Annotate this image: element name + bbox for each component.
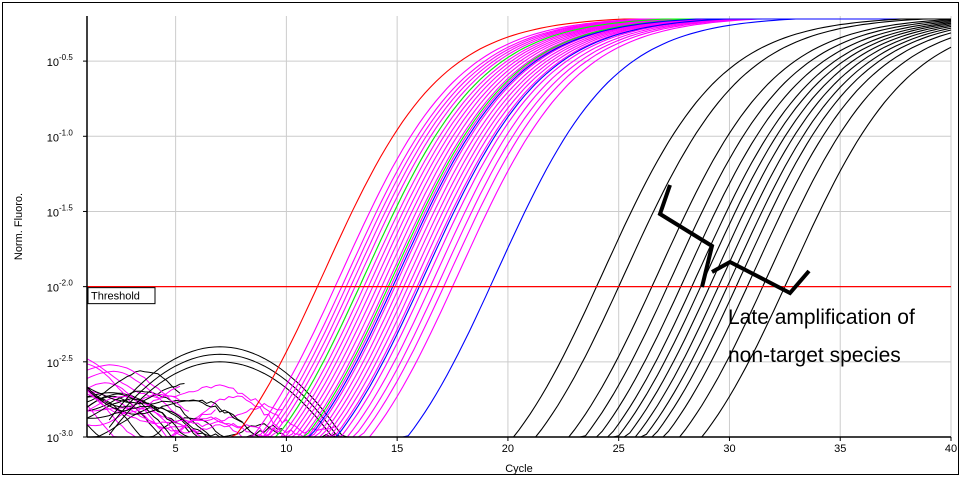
x-tick-label-15: 15 <box>391 443 403 455</box>
x-tick-label-5: 5 <box>173 443 179 455</box>
y-tick-label--2.0: 10 <box>47 283 59 295</box>
noise-line-17 <box>86 386 243 423</box>
curve-black-34 <box>87 20 952 438</box>
y-axis-title: Norm. Fluoro. <box>13 193 25 260</box>
curve-black-40 <box>87 29 952 438</box>
y-tick-exp--0.5: -0.5 <box>59 53 73 62</box>
noise-line-24 <box>86 385 181 414</box>
x-tick-label-20: 20 <box>502 443 514 455</box>
y-tick-label--1.0: 10 <box>47 132 59 144</box>
noise-line-13 <box>86 393 176 438</box>
x-tick-label-25: 25 <box>613 443 625 455</box>
curve-magenta-6 <box>87 18 951 438</box>
curve-magenta-15 <box>87 18 951 438</box>
curve-magenta-5 <box>87 18 951 438</box>
curve-black-31 <box>87 18 951 438</box>
curve-magenta-12 <box>87 18 951 438</box>
curve-magenta-17 <box>87 18 951 438</box>
curve-black-43 <box>87 46 952 438</box>
y-tick-label--2.5: 10 <box>47 358 59 370</box>
curve-magenta-11 <box>87 18 951 438</box>
y-tick-exp--2.0: -2.0 <box>59 279 73 288</box>
x-tick-label-35: 35 <box>834 443 846 455</box>
curve-magenta-10 <box>87 18 951 438</box>
curve-magenta-9 <box>87 18 951 438</box>
curve-magenta-24 <box>87 18 951 438</box>
y-tick-label--1.5: 10 <box>47 207 59 219</box>
curve-magenta-22 <box>87 18 951 438</box>
curve-magenta-16 <box>87 18 951 438</box>
curve-green-26 <box>87 18 951 438</box>
curve-magenta-18 <box>87 18 951 438</box>
x-tick-label-30: 30 <box>723 443 735 455</box>
curve-black-32 <box>87 18 952 438</box>
x-tick-label-40: 40 <box>945 443 957 455</box>
curve-magenta-14 <box>87 18 951 438</box>
noise-line-23 <box>86 398 190 438</box>
curve-magenta-23 <box>87 18 951 438</box>
curve-blue-27 <box>87 18 951 438</box>
noise-line-21 <box>86 370 181 403</box>
curve-magenta-19 <box>87 18 951 438</box>
y-tick-exp--2.5: -2.5 <box>59 354 73 363</box>
threshold-label: Threshold <box>91 291 140 303</box>
curve-magenta-2 <box>87 18 951 438</box>
curve-green-25 <box>87 18 951 438</box>
y-tick-exp--1.0: -1.0 <box>59 128 73 137</box>
curve-black-33 <box>87 19 952 438</box>
curve-black-41 <box>87 32 952 438</box>
amplification-curves <box>87 18 952 438</box>
x-axis-title: Cycle <box>505 463 533 475</box>
curve-magenta-3 <box>87 18 951 438</box>
noise-line-22 <box>86 364 190 412</box>
curve-magenta-21 <box>87 18 951 438</box>
annotation-group: Late amplification of non-target species <box>657 184 915 367</box>
curve-magenta-7 <box>87 18 951 438</box>
threshold-group: Threshold <box>87 286 951 305</box>
curve-magenta-8 <box>87 18 951 438</box>
curve-blue-28 <box>87 18 951 438</box>
curve-black-37 <box>87 24 952 438</box>
curve-magenta-20 <box>87 18 951 438</box>
annotation-line-1: non-target species <box>728 344 901 367</box>
curve-blue-29 <box>87 18 951 438</box>
curve-magenta-1 <box>87 18 951 438</box>
curve-black-30 <box>87 18 951 438</box>
bracket-lower <box>711 259 811 296</box>
y-tick-exp--1.5: -1.5 <box>59 203 73 212</box>
curve-magenta-13 <box>87 18 951 438</box>
noise-line-10 <box>86 370 283 428</box>
curve-magenta-4 <box>87 18 951 438</box>
threshold-label-box <box>87 287 156 305</box>
curve-red-0 <box>87 18 951 438</box>
y-tick-exp--3.0: -3.0 <box>59 429 73 438</box>
annotation-line-0: Late amplification of <box>728 306 915 329</box>
x-tick-label-10: 10 <box>280 443 292 455</box>
y-tick-label--3.0: 10 <box>47 433 59 445</box>
y-tick-label--0.5: 10 <box>47 57 59 69</box>
bracket-upper <box>657 184 715 288</box>
